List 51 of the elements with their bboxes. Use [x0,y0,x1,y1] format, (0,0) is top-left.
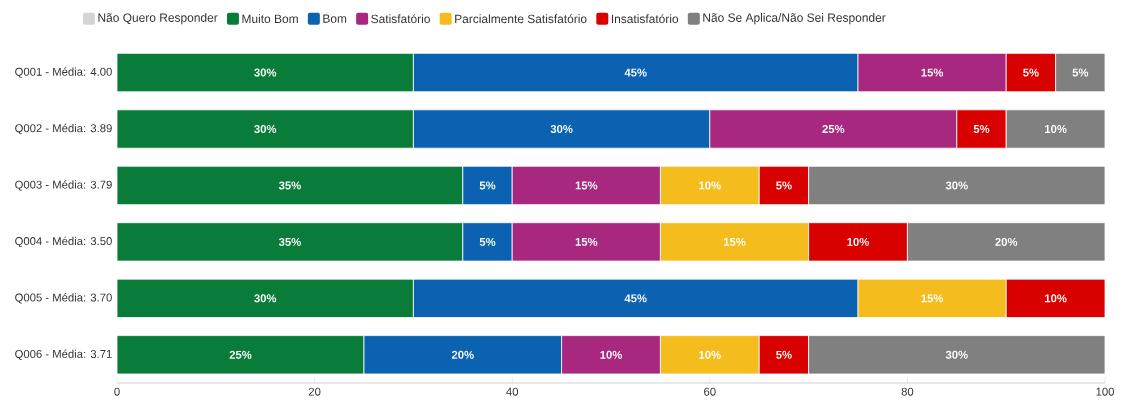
x-tick-label: 0 [114,387,120,396]
data-label: 10% [847,237,870,246]
data-label: 15% [921,68,944,77]
x-tick-label: 20 [308,387,321,396]
x-tick-label: 60 [704,387,716,396]
legend-label: Insatisfatório [611,14,679,24]
data-label: 10% [600,350,623,359]
data-label: 30% [945,181,968,190]
x-tick-label: 100 [1096,387,1114,396]
y-tick-label: Q005 - Média: 3.70 [15,293,112,304]
data-label: 5% [1072,68,1089,77]
legend-label: Não Se Aplica/Não Sei Responder [703,13,886,25]
data-label: 15% [575,181,598,190]
x-tick-label: 80 [901,387,914,396]
data-label: 35% [278,181,301,190]
data-label: 15% [575,237,598,246]
data-label: 10% [1045,125,1067,133]
data-label: 30% [945,350,968,359]
data-label: 45% [624,294,647,303]
data-label: 10% [699,181,721,190]
data-label: 15% [723,237,746,246]
data-label: 5% [776,350,792,359]
data-label: 5% [973,125,990,133]
data-label: 20% [451,350,474,359]
data-label: 30% [550,125,573,134]
legend-label: Bom [323,14,347,23]
data-label: 45% [624,68,647,77]
y-tick-label: Q004 - Média: 3.50 [15,236,112,248]
data-label: 20% [995,237,1018,246]
legend-label: Não Quero Responder [98,13,218,25]
data-label: 15% [921,294,944,303]
data-label: 25% [822,125,845,133]
y-tick-label: Q002 - Média: 3.89 [15,123,112,135]
data-label: 5% [479,181,496,190]
legend-label: Muito Bom [242,14,298,24]
data-label: 10% [699,350,721,359]
data-label: 5% [1023,68,1039,77]
legend-label: Satisfatório [371,14,430,24]
data-label: 30% [254,68,277,77]
data-label: 10% [1045,294,1067,303]
legend-label: Parcialmente Satisfatório [455,14,587,24]
data-label: 30% [254,125,277,134]
y-tick-label: Q003 - Média: 3.79 [15,180,112,191]
x-tick-label: 40 [506,387,519,396]
y-tick-label: Q001 - Média: 4.00 [15,67,112,78]
y-tick-label: Q006 - Média: 3.71 [15,349,112,360]
data-label: 5% [479,237,496,246]
data-label: 30% [254,294,277,303]
data-label: 5% [776,181,792,190]
data-label: 35% [278,237,301,246]
data-label: 25% [229,350,252,359]
